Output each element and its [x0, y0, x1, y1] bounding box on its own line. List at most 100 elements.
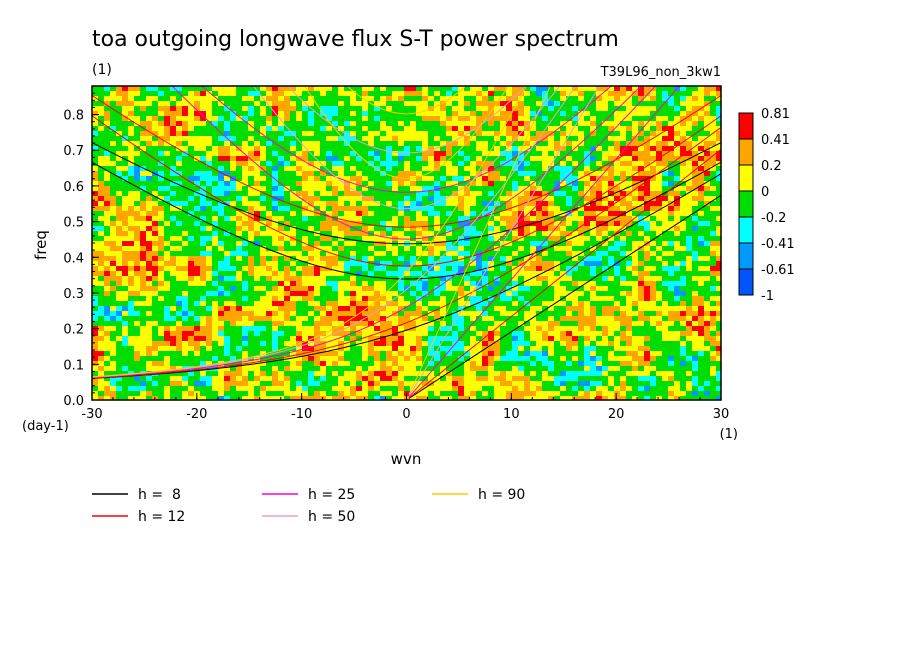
heatmap-cell: [290, 316, 297, 322]
heatmap-cell: [446, 291, 453, 297]
heatmap-cell: [164, 316, 171, 322]
heatmap-cell: [260, 311, 267, 317]
heatmap-cell: [704, 121, 711, 127]
heatmap-cell: [218, 316, 225, 322]
heatmap-cell: [362, 261, 369, 267]
heatmap-cell: [170, 151, 177, 157]
heatmap-cell: [266, 156, 273, 162]
heatmap-cell: [692, 161, 699, 167]
heatmap-cell: [320, 136, 327, 142]
heatmap-cell: [164, 201, 171, 207]
heatmap-cell: [686, 211, 693, 217]
heatmap-cell: [530, 311, 537, 317]
heatmap-cell: [242, 231, 249, 237]
heatmap-cell: [182, 191, 189, 197]
heatmap-cell: [254, 271, 261, 277]
heatmap-cell: [416, 136, 423, 142]
heatmap-cell: [662, 291, 669, 297]
heatmap-cell: [200, 171, 207, 177]
heatmap-cell: [368, 311, 375, 317]
heatmap-cell: [344, 106, 351, 112]
heatmap-cell: [140, 96, 147, 102]
heatmap-cell: [230, 236, 237, 242]
heatmap-cell: [266, 236, 273, 242]
heatmap-cell: [116, 121, 123, 127]
heatmap-cell: [110, 306, 117, 312]
heatmap-cell: [140, 201, 147, 207]
heatmap-cell: [698, 96, 705, 102]
heatmap-cell: [452, 101, 459, 107]
heatmap-cell: [116, 221, 123, 227]
heatmap-cell: [650, 251, 657, 257]
heatmap-cell: [350, 106, 357, 112]
heatmap-cell: [716, 246, 721, 252]
heatmap-cell: [290, 186, 297, 192]
heatmap-cell: [398, 191, 405, 197]
heatmap-cell: [572, 106, 579, 112]
heatmap-cell: [332, 166, 339, 172]
heatmap-cell: [536, 221, 543, 227]
heatmap-cell: [446, 186, 453, 192]
heatmap-cell: [560, 311, 567, 317]
heatmap-cell: [194, 216, 201, 222]
heatmap-cell: [644, 201, 651, 207]
heatmap-cell: [140, 301, 147, 307]
heatmap-cell: [140, 176, 147, 182]
heatmap-cell: [284, 181, 291, 187]
heatmap-cell: [548, 216, 555, 222]
heatmap-cell: [584, 266, 591, 272]
heatmap-cell: [704, 126, 711, 132]
heatmap-cell: [356, 171, 363, 177]
heatmap-cell: [686, 171, 693, 177]
heatmap-cell: [524, 101, 531, 107]
heatmap-cell: [338, 301, 345, 307]
heatmap-cell: [194, 256, 201, 262]
heatmap-cell: [590, 241, 597, 247]
heatmap-cell: [626, 281, 633, 287]
heatmap-cell: [368, 291, 375, 297]
heatmap-cell: [290, 96, 297, 102]
heatmap-cell: [368, 146, 375, 152]
heatmap-cell: [284, 91, 291, 97]
heatmap-cell: [470, 246, 477, 252]
heatmap-cell: [680, 276, 687, 282]
heatmap-cell: [506, 236, 513, 242]
heatmap-cell: [152, 191, 159, 197]
heatmap-cell: [506, 251, 513, 257]
heatmap-cell: [662, 146, 669, 152]
heatmap-cell: [152, 266, 159, 272]
heatmap-cell: [422, 206, 429, 212]
heatmap-cell: [620, 266, 627, 272]
heatmap-cell: [554, 306, 561, 312]
heatmap-cell: [686, 271, 693, 277]
heatmap-cell: [476, 181, 483, 187]
heatmap-cell: [512, 261, 519, 267]
heatmap-cell: [650, 311, 657, 317]
heatmap-cell: [350, 176, 357, 182]
heatmap-cell: [590, 156, 597, 162]
heatmap-cell: [596, 221, 603, 227]
heatmap-cell: [182, 286, 189, 292]
heatmap-cell: [572, 131, 579, 137]
heatmap-cell: [548, 286, 555, 292]
heatmap-cell: [590, 211, 597, 217]
heatmap-cell: [206, 266, 213, 272]
heatmap-cell: [548, 116, 555, 122]
heatmap-cell: [584, 151, 591, 157]
heatmap-cell: [542, 291, 549, 297]
heatmap-cell: [146, 311, 153, 317]
heatmap-cell: [524, 91, 531, 97]
heatmap-cell: [452, 91, 459, 97]
heatmap-cell: [272, 256, 279, 262]
heatmap-cell: [446, 216, 453, 222]
heatmap-cell: [446, 176, 453, 182]
heatmap-cell: [554, 261, 561, 267]
heatmap-cell: [686, 301, 693, 307]
heatmap-cell: [92, 206, 99, 212]
heatmap-cell: [242, 156, 249, 162]
heatmap-cell: [578, 171, 585, 177]
heatmap-cell: [422, 246, 429, 252]
heatmap-cell: [176, 91, 183, 97]
heatmap-cell: [458, 301, 465, 307]
heatmap-cell: [206, 186, 213, 192]
